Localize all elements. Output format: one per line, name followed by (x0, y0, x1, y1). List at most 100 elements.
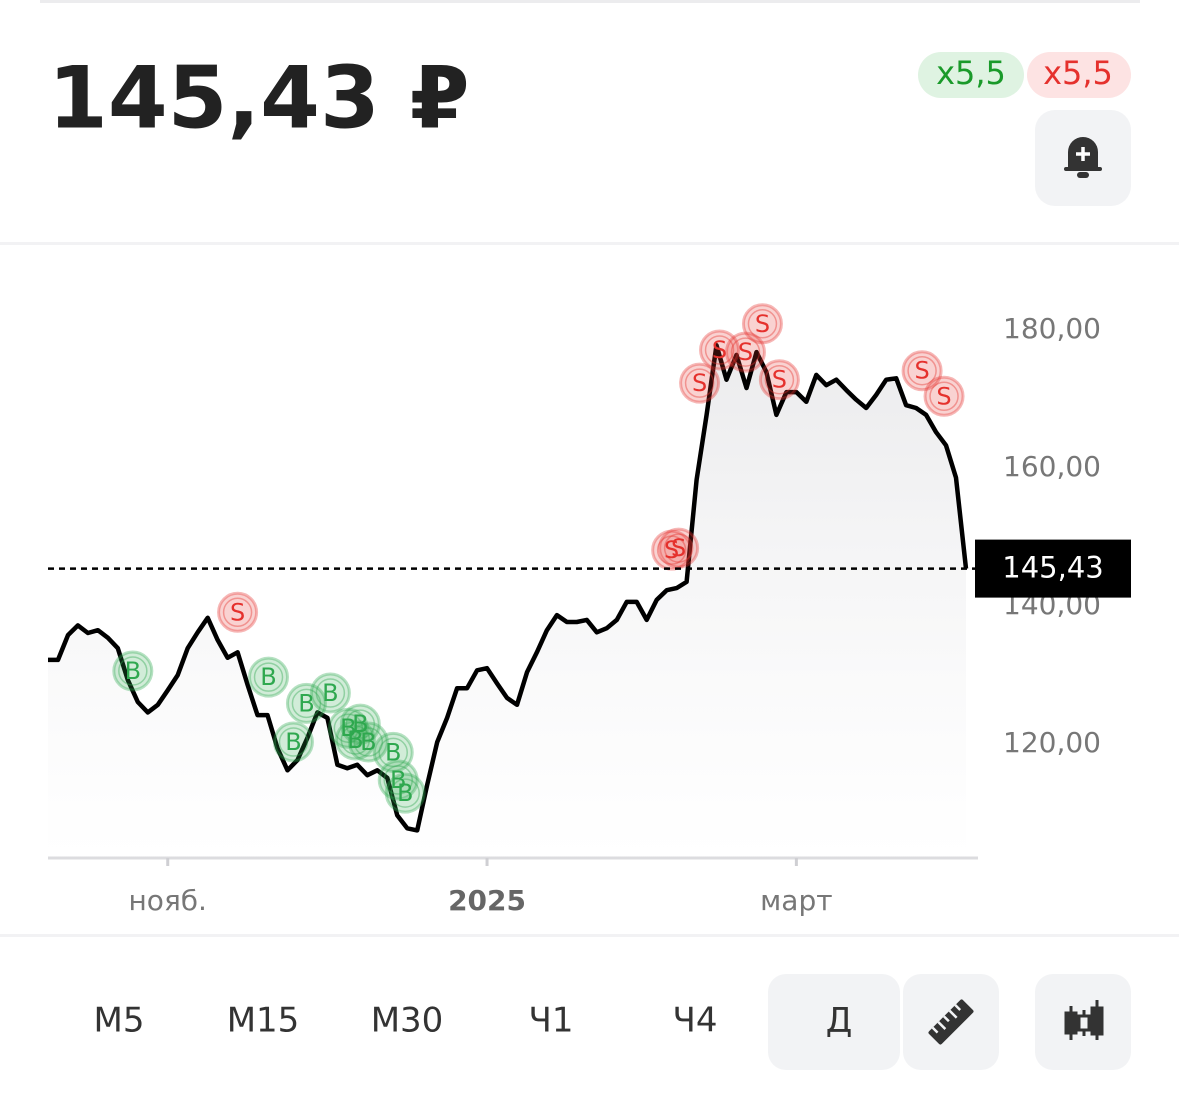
trade-marker (112, 650, 154, 692)
trade-marker (248, 656, 290, 698)
trade-marker-inner (764, 364, 795, 395)
trade-marker (724, 331, 766, 373)
trade-marker-inner (340, 725, 371, 755)
ruler-icon (928, 999, 974, 1045)
trade-marker (679, 362, 721, 404)
trade-marker-inner (291, 688, 322, 719)
trade-marker-inner (663, 533, 694, 563)
trade-marker (741, 303, 783, 345)
trade-marker-label: B (125, 657, 141, 685)
footer-divider (0, 934, 1179, 937)
trade-marker (339, 703, 381, 745)
trade-marker (658, 527, 700, 569)
y-tick-label: 120,00 (1003, 726, 1101, 759)
trade-marker (377, 759, 419, 801)
timeframe-button[interactable]: Ч1 (529, 1001, 574, 1041)
trade-marker (384, 772, 426, 814)
trade-marker-inner (704, 335, 735, 365)
trade-marker-label: B (390, 766, 406, 794)
trade-marker-label: S (738, 338, 753, 366)
trade-marker (372, 731, 414, 773)
y-tick-label: 160,00 (1003, 450, 1101, 483)
trade-marker (327, 707, 369, 749)
trade-marker-label: S (755, 310, 770, 338)
trade-marker-label: S (914, 357, 929, 385)
trade-marker-inner (378, 737, 408, 768)
y-tick-label: 180,00 (1003, 312, 1101, 345)
trade-marker (923, 375, 965, 417)
timeframe-button[interactable]: М15 (227, 1001, 300, 1041)
trade-marker-label: S (936, 382, 951, 410)
chart-type-button[interactable] (1035, 974, 1131, 1070)
trade-marker-label: B (347, 726, 363, 754)
trade-marker-inner (929, 381, 959, 412)
trade-marker (901, 350, 943, 392)
trade-marker-inner (118, 656, 148, 686)
ruler-button[interactable] (903, 974, 999, 1070)
trade-marker-label: B (260, 663, 276, 691)
trade-marker (699, 329, 741, 371)
trade-marker-label: B (340, 714, 356, 742)
timeframes: М5 М15 М30 Ч1 Ч4 Д (94, 1001, 853, 1041)
trade-marker-inner (907, 355, 937, 386)
buy-leverage: x5,5 (936, 54, 1006, 92)
price-line (48, 342, 969, 833)
trade-marker-inner (315, 678, 346, 708)
trade-marker-label: S (671, 534, 686, 562)
trade-marker-label: B (385, 738, 401, 766)
trade-marker-inner (345, 709, 376, 739)
trade-marker-inner (333, 713, 364, 743)
buy-leverage-pill[interactable] (918, 52, 1024, 98)
alert-button[interactable] (1035, 110, 1131, 206)
trade-marker-label: B (360, 728, 376, 756)
bell-plus (1076, 147, 1090, 161)
selected-timeframe-bg (768, 974, 900, 1070)
sell-leverage-pill[interactable] (1027, 52, 1131, 98)
trade-marker-label: B (322, 679, 338, 707)
bell-clapper (1077, 172, 1089, 178)
trade-marker-inner (656, 535, 687, 565)
candles-icon (1064, 1000, 1104, 1040)
trade-marker-inner (747, 309, 778, 339)
last-price-box (975, 539, 1131, 598)
trade-marker (217, 591, 259, 633)
trade-marker (758, 359, 800, 401)
trade-marker-label: B (397, 779, 413, 807)
top-divider (40, 0, 1140, 3)
trade-marker-inner (222, 597, 253, 628)
timeframe-button[interactable]: Ч4 (673, 1001, 718, 1041)
trade-marker-inner (278, 727, 309, 757)
trade-marker-inner (253, 662, 284, 692)
trade-marker (651, 529, 693, 571)
trade-marker-label: S (692, 369, 707, 397)
trade-marker-inner (383, 765, 413, 795)
trade-marker-inner (684, 368, 715, 398)
trade-marker-label: B (298, 689, 314, 717)
trade-marker-label: S (664, 536, 679, 564)
trade-marker (347, 721, 389, 763)
trade-marker (309, 672, 351, 714)
trade-marker-inner (730, 337, 761, 367)
header-divider (0, 242, 1179, 245)
area (48, 345, 966, 858)
trade-marker-inner (353, 727, 384, 757)
sell-leverage: x5,5 (1043, 54, 1113, 92)
trade-marker-label: S (772, 366, 787, 394)
trade-marker (334, 719, 376, 761)
price: 145,43 ₽ (48, 48, 470, 148)
last-price-label: 145,43 (1002, 551, 1103, 585)
trade-marker-label: S (712, 336, 727, 364)
timeframe-button[interactable]: Д (826, 1001, 853, 1041)
x-tick-label: нояб. (129, 884, 207, 917)
x-tick-label: 2025 (448, 884, 526, 917)
trade-marker (272, 721, 314, 763)
trade-marker-label: B (352, 710, 368, 738)
x-tick-label: март (760, 884, 832, 917)
trade-marker-label: S (230, 598, 245, 626)
timeframe-button[interactable]: М5 (94, 1001, 145, 1041)
timeframe-button[interactable]: М30 (371, 1001, 444, 1041)
